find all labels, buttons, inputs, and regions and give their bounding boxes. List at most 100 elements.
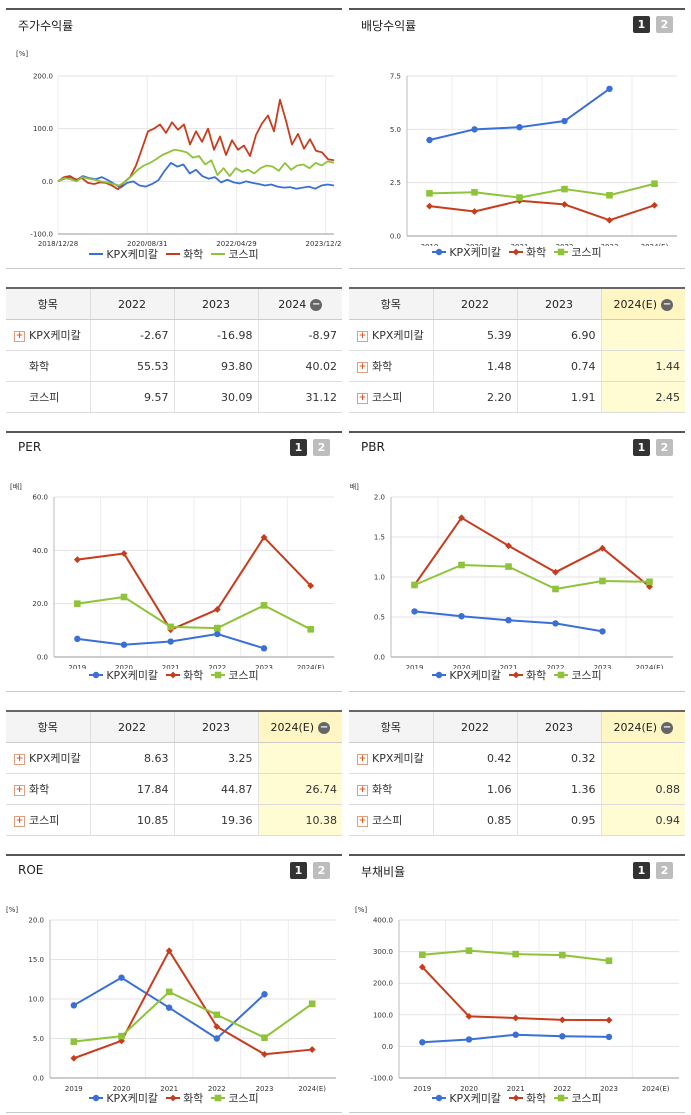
series-line	[429, 182, 655, 199]
page-2-button[interactable]: 2	[656, 439, 673, 456]
y-tick-label: 300.0	[373, 948, 393, 956]
legend-item-kospi: 코스피	[211, 1090, 259, 1106]
y-tick-label: 400.0	[373, 917, 393, 925]
expand-icon[interactable]: +	[357, 815, 368, 827]
x-tick-label: 2019	[68, 664, 86, 669]
series-kospi	[419, 947, 613, 965]
x-tick-label: 2023/12/28	[306, 240, 342, 246]
collapse-icon[interactable]: −	[310, 298, 323, 311]
x-tick-label: 2020	[115, 664, 133, 669]
value-cell: 1.91	[516, 381, 601, 413]
legend-marker	[512, 671, 520, 679]
expand-icon[interactable]: +	[357, 361, 368, 373]
data-point	[552, 620, 559, 627]
page-1-button[interactable]: 1	[633, 439, 650, 456]
legend-marker	[93, 671, 100, 679]
x-tick-label: 2024(E)	[636, 664, 664, 669]
data-point	[559, 951, 566, 959]
column-header-label: 2022	[118, 297, 146, 311]
legend-swatch	[554, 671, 569, 679]
data-point	[213, 1011, 221, 1019]
page-2-button[interactable]: 2	[656, 16, 673, 33]
column-header-label: 2023	[545, 297, 573, 311]
data-point	[307, 626, 314, 633]
debt-ratio-chart: [%] 400.0 300.0 200.0 100.0 0.0 -100.0 2019 2020…	[355, 906, 679, 1092]
expand-icon[interactable]: +	[14, 815, 25, 827]
page-1-button[interactable]: 1	[290, 862, 307, 879]
x-tick-label: 2021	[162, 664, 180, 669]
pager: 1 2	[290, 439, 330, 456]
value-cell: 0.85	[432, 804, 517, 836]
expand-icon[interactable]: +	[357, 392, 368, 404]
series-kpx-chemical	[426, 85, 613, 144]
y-tick-label: -100.0	[370, 1075, 393, 1083]
legend-label: KPX케미칼	[106, 248, 159, 261]
row-label: KPX케미칼	[29, 752, 81, 765]
value-cell	[257, 742, 342, 774]
data-point	[120, 593, 128, 601]
column-header-label: 2024(E)	[613, 297, 658, 311]
collapse-icon[interactable]: −	[661, 298, 674, 311]
page-2-button[interactable]: 2	[656, 862, 673, 879]
legend-item-kospi: 코스피	[554, 667, 602, 683]
table-row: + 화학 1.48 0.74 1.44	[349, 350, 685, 382]
legend-swatch	[432, 248, 447, 256]
y-tick-label: 20.0	[32, 600, 48, 608]
legend-item-kpx-chemical: KPX케미칼	[432, 244, 501, 260]
legend-marker	[512, 248, 520, 256]
value-cell: 9.57	[89, 381, 174, 413]
y-axis-unit: [%]	[16, 50, 28, 58]
page-1-button[interactable]: 1	[290, 439, 307, 456]
series-line	[413, 516, 651, 588]
legend-label: 코스피	[571, 1092, 602, 1105]
legend-marker	[558, 671, 565, 679]
data-point	[214, 624, 221, 632]
data-point	[558, 1016, 566, 1024]
series-line-kpx-chemical	[57, 162, 335, 190]
collapse-icon[interactable]: −	[318, 721, 331, 734]
value-cell: 2.45	[600, 381, 685, 413]
data-point	[167, 623, 174, 631]
page-1-button[interactable]: 1	[633, 16, 650, 33]
column-header-label: 2024(E)	[613, 720, 658, 734]
y-tick-label: 60.0	[32, 494, 48, 502]
panel-title: ROE	[18, 863, 44, 877]
data-point	[307, 582, 315, 590]
page-2-button[interactable]: 2	[313, 862, 330, 879]
column-header: 2024(E) −	[600, 287, 685, 320]
expand-icon[interactable]: +	[14, 784, 25, 796]
data-point	[465, 1036, 473, 1043]
value-cell: 1.48	[432, 350, 517, 382]
data-point	[552, 568, 559, 576]
expand-icon[interactable]: +	[357, 784, 368, 796]
row-label: 화학	[372, 360, 393, 373]
y-tick-label: 200.0	[373, 980, 393, 988]
data-point	[471, 208, 478, 215]
page-1-button[interactable]: 1	[633, 862, 650, 879]
per-panel: PER 1 2 [배] 60.0 40.0 20.0 0.0 2019 2020 2021 20…	[6, 431, 342, 692]
collapse-icon[interactable]: −	[661, 721, 674, 734]
legend-marker	[215, 1094, 222, 1102]
legend-label: KPX케미칼	[106, 1092, 159, 1105]
series-line	[73, 949, 313, 1060]
expand-icon[interactable]: +	[357, 753, 368, 765]
series-kpx-chemical	[419, 1031, 613, 1046]
expand-icon[interactable]: +	[14, 753, 25, 765]
legend-marker	[512, 1094, 520, 1102]
y-tick-label: -100.0	[30, 231, 53, 239]
expand-icon[interactable]: +	[14, 330, 25, 342]
pbr-chart: [배] 2.0 1.5 1.0 0.5 0.0 2019 2020 2021 2022 2023 20…	[349, 482, 673, 669]
column-header: 2024(E) −	[257, 710, 342, 743]
y-tick-label: 0.0	[42, 178, 53, 186]
series-chemical-industry	[411, 514, 653, 590]
legend-item-chemical-industry: 화학	[166, 1090, 203, 1106]
expand-icon[interactable]: +	[357, 330, 368, 342]
x-tick-label: 2020	[460, 1085, 478, 1092]
y-axis-unit: [배]	[10, 482, 22, 491]
page-2-button[interactable]: 2	[313, 439, 330, 456]
stock-return-panel: 주가수익률 [%] 200.0 100.0 0.0 -100.0 2018/12/28 20…	[6, 8, 342, 269]
data-point	[646, 578, 653, 586]
chart-legend: KPX케미칼 화학 코스피	[6, 1090, 342, 1106]
series-line	[414, 564, 650, 590]
row-label-cell: 코스피	[6, 381, 90, 413]
